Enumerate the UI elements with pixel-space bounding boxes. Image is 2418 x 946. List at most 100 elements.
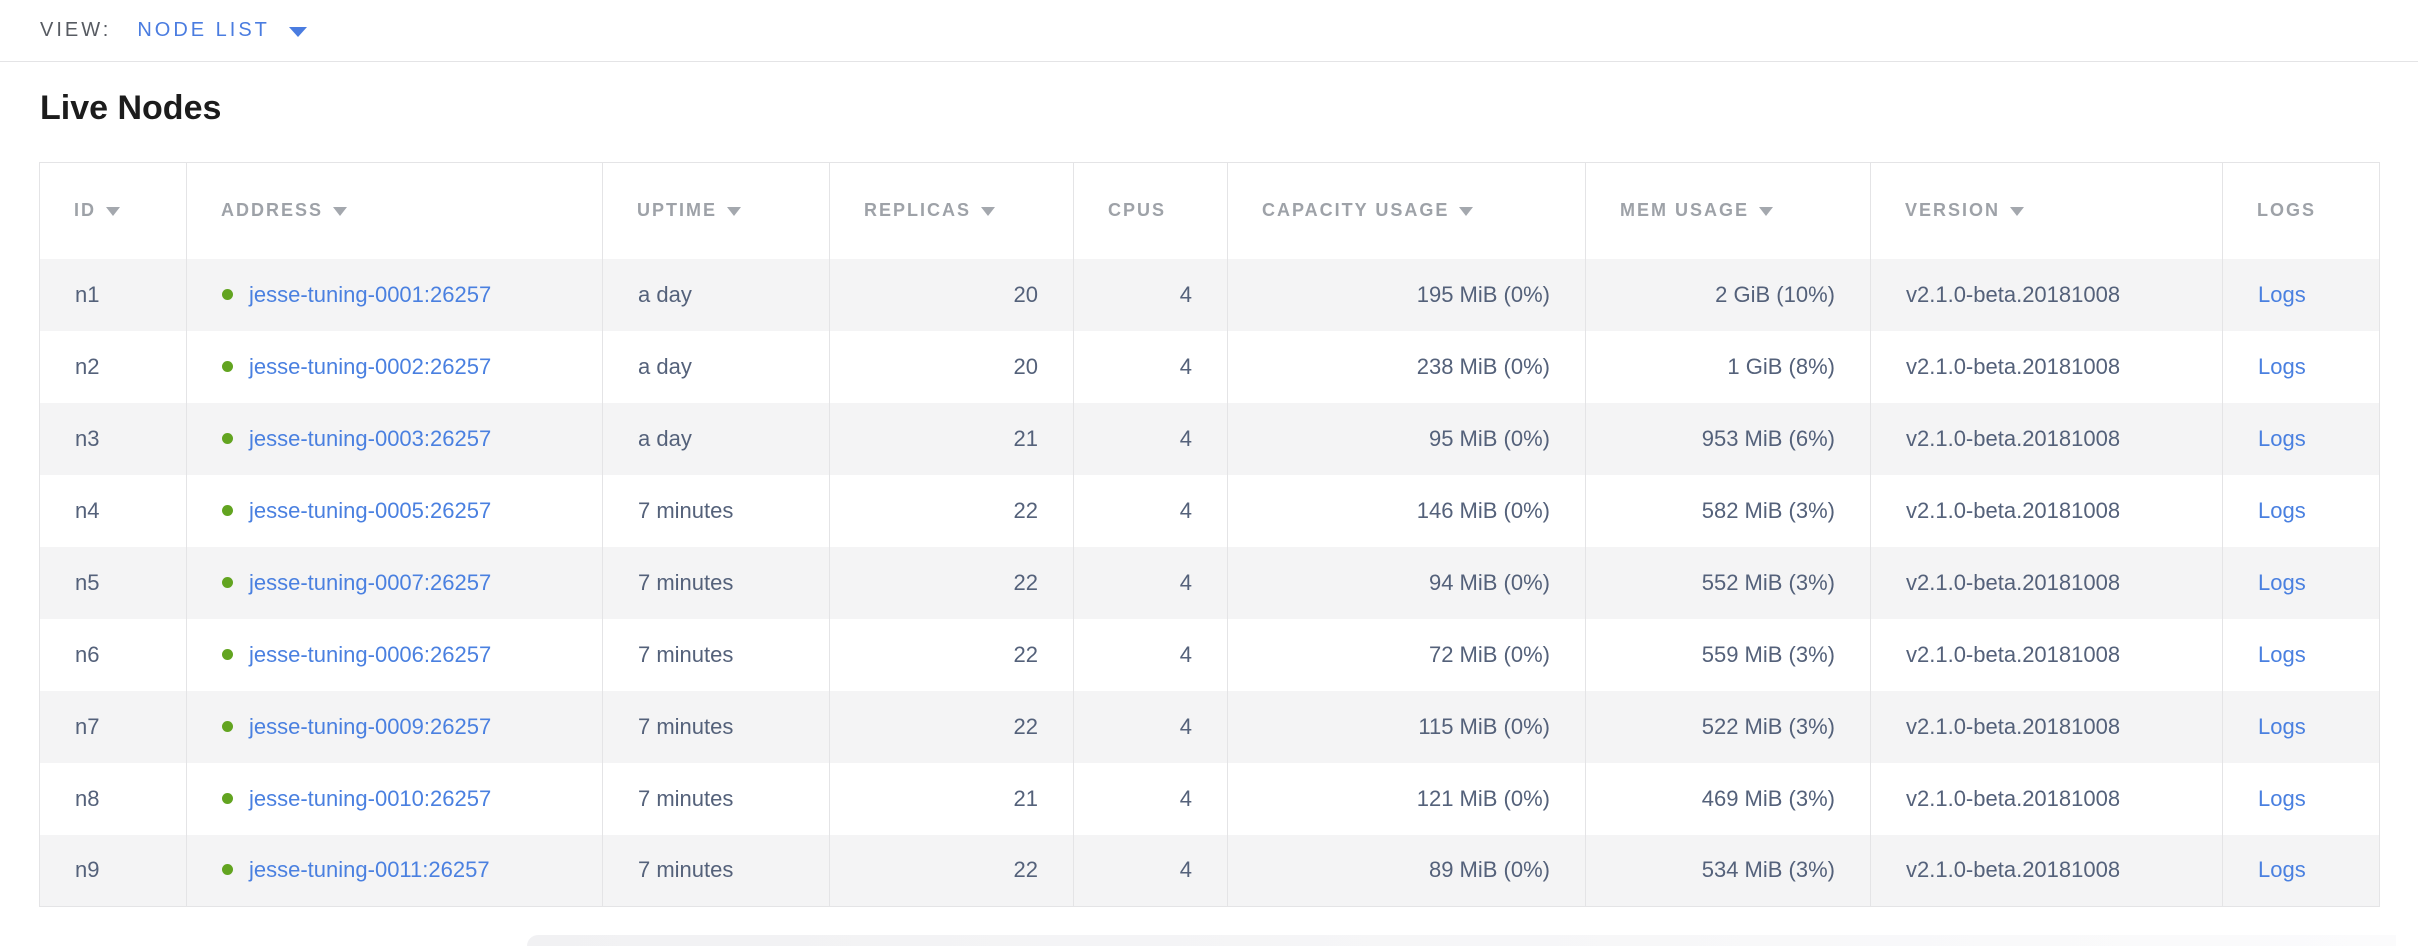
- node-address-link[interactable]: jesse-tuning-0005:26257: [249, 497, 492, 523]
- cell-id: n2: [75, 353, 100, 379]
- chevron-down-icon: [288, 26, 307, 37]
- column-header-capacity[interactable]: CAPACITY USAGE: [1227, 162, 1586, 259]
- node-live-status-icon: [222, 504, 233, 516]
- cell-cpus: 4: [1073, 762, 1228, 835]
- cell-replicas: 20: [829, 258, 1074, 331]
- cell-id: n3: [75, 425, 100, 451]
- column-header-mem[interactable]: MEM USAGE: [1585, 162, 1871, 259]
- column-header-logs: LOGS: [2222, 162, 2380, 259]
- cell-id: n9: [75, 857, 100, 883]
- column-header-address[interactable]: ADDRESS: [186, 162, 603, 259]
- node-live-status-icon: [222, 576, 233, 588]
- cell-capacity: 195 MiB (0%): [1227, 258, 1586, 331]
- page-title: Live Nodes: [40, 89, 222, 127]
- column-label: ADDRESS: [221, 200, 324, 221]
- column-header-cpus: CPUS: [1073, 162, 1228, 259]
- view-selector-value: NODE LIST: [137, 19, 270, 41]
- cell-mem: 582 MiB (3%): [1585, 474, 1871, 547]
- cell-address: jesse-tuning-0005:26257: [186, 474, 603, 547]
- cell-version: v2.1.0-beta.20181008: [1870, 402, 2223, 475]
- node-logs-link[interactable]: Logs: [2258, 857, 2306, 883]
- cell-mem: 559 MiB (3%): [1585, 618, 1871, 691]
- cell-replicas: 22: [829, 546, 1074, 619]
- node-address-link[interactable]: jesse-tuning-0006:26257: [249, 641, 492, 667]
- cell-capacity: 94 MiB (0%): [1227, 546, 1586, 619]
- cell-cpus: 4: [1073, 546, 1228, 619]
- column-label: LOGS: [2257, 200, 2317, 221]
- node-address-link[interactable]: jesse-tuning-0007:26257: [249, 569, 492, 595]
- cell-version: v2.1.0-beta.20181008: [1870, 546, 2223, 619]
- cell-uptime: 7 minutes: [602, 762, 830, 835]
- column-header-id[interactable]: ID: [39, 162, 187, 259]
- node-address-link[interactable]: jesse-tuning-0011:26257: [249, 857, 490, 883]
- node-row-n9: n9 jesse-tuning-0011:26257 7 minutes 22 4 89 …: [39, 834, 2380, 907]
- sort-desc-icon: [333, 207, 348, 217]
- node-logs-link[interactable]: Logs: [2258, 497, 2306, 523]
- node-logs-link[interactable]: Logs: [2258, 353, 2306, 379]
- node-address-link[interactable]: jesse-tuning-0010:26257: [249, 785, 492, 811]
- node-row-n4: n4 jesse-tuning-0005:26257 7 minutes 22 4 146…: [39, 474, 2380, 547]
- node-logs-link[interactable]: Logs: [2258, 641, 2306, 667]
- node-logs-link[interactable]: Logs: [2258, 713, 2306, 739]
- node-row-n8: n8 jesse-tuning-0010:26257 7 minutes 21 4 121…: [39, 762, 2380, 835]
- cell-capacity: 115 MiB (0%): [1227, 690, 1586, 763]
- cell-cpus: 4: [1073, 690, 1228, 763]
- cell-logs: Logs: [2222, 402, 2380, 475]
- node-live-status-icon: [222, 288, 233, 300]
- column-label: VERSION: [1905, 200, 2001, 221]
- column-label: CPUS: [1108, 200, 1167, 221]
- table-header: ID ADDRESS UPTIME REPLICAS CPUS CAPACITY USAG…: [39, 162, 2380, 259]
- cell-mem: 534 MiB (3%): [1585, 834, 1871, 907]
- cell-version: v2.1.0-beta.20181008: [1870, 618, 2223, 691]
- node-live-status-icon: [222, 792, 233, 804]
- cell-capacity: 95 MiB (0%): [1227, 402, 1586, 475]
- cell-id: n7: [75, 713, 100, 739]
- cell-logs: Logs: [2222, 258, 2380, 331]
- cell-replicas: 21: [829, 402, 1074, 475]
- node-address-link[interactable]: jesse-tuning-0009:26257: [249, 713, 492, 739]
- node-row-n2: n2 jesse-tuning-0002:26257 a day 20 4 238 MiB…: [39, 330, 2380, 403]
- column-header-version[interactable]: VERSION: [1870, 162, 2223, 259]
- cell-id: n8: [75, 785, 100, 811]
- cell-uptime: 7 minutes: [602, 690, 830, 763]
- view-selector-dropdown[interactable]: NODE LIST: [137, 19, 307, 42]
- cell-address: jesse-tuning-0002:26257: [186, 330, 603, 403]
- cell-id: n6: [75, 641, 100, 667]
- view-bar: VIEW: NODE LIST: [0, 0, 2418, 62]
- view-label: VIEW:: [40, 19, 112, 41]
- node-row-n3: n3 jesse-tuning-0003:26257 a day 21 4 95 MiB …: [39, 402, 2380, 475]
- cell-address: jesse-tuning-0001:26257: [186, 258, 603, 331]
- node-live-status-icon: [222, 432, 233, 444]
- cell-address: jesse-tuning-0010:26257: [186, 762, 603, 835]
- column-label: ID: [74, 200, 96, 221]
- node-logs-link[interactable]: Logs: [2258, 569, 2306, 595]
- cell-mem: 469 MiB (3%): [1585, 762, 1871, 835]
- cell-logs: Logs: [2222, 474, 2380, 547]
- node-logs-link[interactable]: Logs: [2258, 425, 2306, 451]
- node-live-status-icon: [222, 360, 233, 372]
- node-address-link[interactable]: jesse-tuning-0001:26257: [249, 281, 492, 307]
- cell-uptime: a day: [602, 402, 830, 475]
- sort-desc-icon: [981, 207, 996, 217]
- cell-replicas: 22: [829, 690, 1074, 763]
- node-row-n6: n6 jesse-tuning-0006:26257 7 minutes 22 4 72 …: [39, 618, 2380, 691]
- cell-version: v2.1.0-beta.20181008: [1870, 330, 2223, 403]
- table-body: n1 jesse-tuning-0001:26257 a day 20 4 195 MiB…: [39, 258, 2380, 907]
- node-address-link[interactable]: jesse-tuning-0002:26257: [249, 353, 492, 379]
- live-nodes-table: ID ADDRESS UPTIME REPLICAS CPUS CAPACITY USAG…: [39, 162, 2380, 907]
- cell-logs: Logs: [2222, 330, 2380, 403]
- cell-id: n5: [75, 569, 100, 595]
- node-logs-link[interactable]: Logs: [2258, 785, 2306, 811]
- cell-cpus: 4: [1073, 330, 1228, 403]
- cell-address: jesse-tuning-0007:26257: [186, 546, 603, 619]
- cell-uptime: a day: [602, 330, 830, 403]
- cell-logs: Logs: [2222, 690, 2380, 763]
- cell-uptime: 7 minutes: [602, 834, 830, 907]
- column-header-replicas[interactable]: REPLICAS: [829, 162, 1074, 259]
- column-header-uptime[interactable]: UPTIME: [602, 162, 830, 259]
- cell-mem: 1 GiB (8%): [1585, 330, 1871, 403]
- sort-desc-icon: [106, 207, 120, 217]
- sort-desc-icon: [2010, 207, 2025, 217]
- node-logs-link[interactable]: Logs: [2258, 281, 2306, 307]
- node-address-link[interactable]: jesse-tuning-0003:26257: [249, 425, 492, 451]
